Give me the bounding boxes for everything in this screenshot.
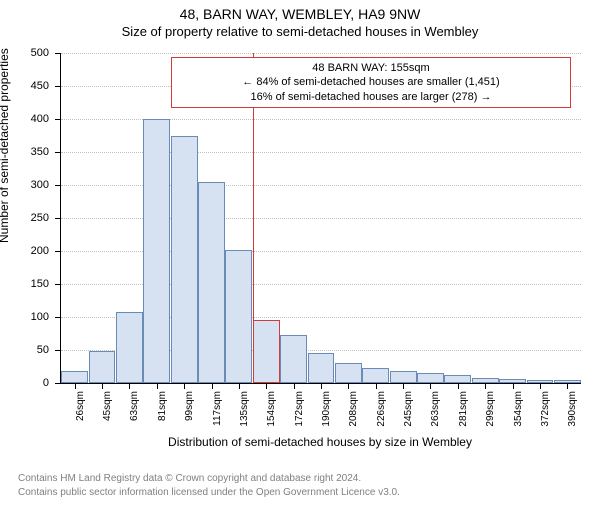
x-tick-label: 172sqm: [294, 391, 305, 427]
x-tick: [513, 383, 514, 389]
histogram-bar: [335, 363, 362, 383]
histogram-bar: [390, 371, 417, 383]
y-tick-label: 350: [31, 146, 61, 158]
grid-line: [61, 53, 581, 54]
x-tick-label: 390sqm: [567, 391, 578, 427]
y-tick-label: 250: [31, 212, 61, 224]
x-tick-label: 263sqm: [430, 391, 441, 427]
annotation-line: 48 BARN WAY: 155sqm: [180, 61, 562, 75]
x-tick-label: 154sqm: [266, 391, 277, 427]
x-tick: [75, 383, 76, 389]
histogram-bar: [253, 320, 280, 383]
page-subtitle: Size of property relative to semi-detach…: [0, 24, 600, 39]
histogram-bar: [143, 119, 170, 383]
plot-area: 05010015020025030035040045050026sqm45sqm…: [60, 53, 581, 384]
x-tick-label: 226sqm: [376, 391, 387, 427]
x-tick: [184, 383, 185, 389]
x-tick-label: 135sqm: [239, 391, 250, 427]
grid-line: [61, 251, 581, 252]
grid-line: [61, 119, 581, 120]
annotation-box: 48 BARN WAY: 155sqm← 84% of semi-detache…: [171, 57, 571, 108]
x-tick: [458, 383, 459, 389]
y-tick-label: 450: [31, 80, 61, 92]
x-axis-label: Distribution of semi-detached houses by …: [60, 435, 580, 449]
x-tick: [294, 383, 295, 389]
footer-line-1: Contains HM Land Registry data © Crown c…: [18, 473, 361, 484]
x-tick-label: 372sqm: [540, 391, 551, 427]
x-tick: [403, 383, 404, 389]
histogram-bar: [116, 312, 143, 383]
histogram-bar: [225, 250, 252, 383]
histogram-bar: [89, 351, 116, 383]
x-tick-label: 299sqm: [485, 391, 496, 427]
x-tick: [376, 383, 377, 389]
x-tick-label: 99sqm: [184, 391, 195, 421]
x-tick: [430, 383, 431, 389]
histogram-bar: [308, 353, 335, 383]
y-tick-label: 300: [31, 179, 61, 191]
x-tick: [321, 383, 322, 389]
y-tick-label: 150: [31, 278, 61, 290]
x-tick-label: 26sqm: [75, 391, 86, 421]
histogram-bar: [280, 335, 307, 383]
x-tick: [212, 383, 213, 389]
x-tick: [540, 383, 541, 389]
x-tick: [567, 383, 568, 389]
x-tick-label: 117sqm: [212, 391, 223, 426]
x-tick: [348, 383, 349, 389]
grid-line: [61, 284, 581, 285]
y-tick-label: 500: [31, 47, 61, 59]
y-axis-label: Number of semi-detached properties: [0, 48, 11, 243]
histogram-bar: [171, 136, 198, 384]
annotation-line: 16% of semi-detached houses are larger (…: [180, 90, 562, 104]
y-tick-label: 0: [43, 377, 61, 389]
x-tick: [239, 383, 240, 389]
page-title: 48, BARN WAY, WEMBLEY, HA9 9NW: [0, 6, 600, 22]
x-tick-label: 81sqm: [157, 391, 168, 421]
x-tick-label: 208sqm: [348, 391, 359, 427]
histogram-bar: [61, 371, 88, 383]
y-tick-label: 400: [31, 113, 61, 125]
histogram-bar: [444, 375, 471, 383]
y-tick-label: 100: [31, 311, 61, 323]
grid-line: [61, 185, 581, 186]
grid-line: [61, 218, 581, 219]
annotation-line: ← 84% of semi-detached houses are smalle…: [180, 75, 562, 89]
histogram-bar: [362, 368, 389, 383]
x-tick: [485, 383, 486, 389]
x-tick-label: 190sqm: [321, 391, 332, 427]
footer-line-2: Contains public sector information licen…: [18, 487, 400, 498]
y-tick-label: 50: [37, 344, 61, 356]
x-tick-label: 63sqm: [129, 391, 140, 421]
x-tick-label: 245sqm: [403, 391, 414, 427]
x-tick-label: 354sqm: [513, 391, 524, 427]
histogram-bar: [417, 373, 444, 383]
x-tick: [102, 383, 103, 389]
x-tick: [157, 383, 158, 389]
histogram-bar: [198, 182, 225, 383]
x-tick-label: 281sqm: [458, 391, 469, 427]
y-tick-label: 200: [31, 245, 61, 257]
grid-line: [61, 152, 581, 153]
x-tick: [266, 383, 267, 389]
x-tick: [129, 383, 130, 389]
x-tick-label: 45sqm: [102, 391, 113, 421]
chart-container: Number of semi-detached properties 05010…: [0, 43, 600, 443]
